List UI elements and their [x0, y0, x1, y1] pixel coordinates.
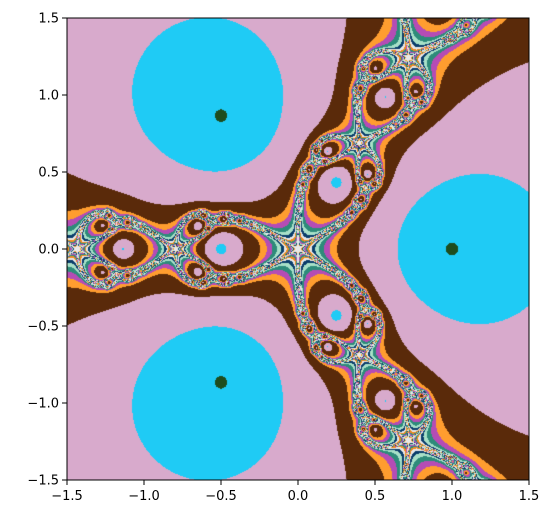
y-tick-label: 1.5 [38, 12, 59, 27]
x-tick-label: −0.5 [205, 489, 237, 504]
y-tick-label: −1.0 [27, 397, 59, 412]
plot-area [67, 18, 529, 480]
x-tick-label: 0.5 [365, 489, 386, 504]
x-tick-label: −1.5 [51, 489, 83, 504]
x-tick-label: 1.5 [519, 489, 540, 504]
y-tick-label: −1.5 [27, 474, 59, 489]
y-tick-label: −0.5 [27, 320, 59, 335]
y-tick-label: 0.5 [38, 166, 59, 181]
y-tick-label: 1.0 [38, 89, 59, 104]
x-tick-label: 1.0 [442, 489, 463, 504]
y-axis: 1.5 1.0 0.5 0.0 −0.5 −1.0 −1.5 [27, 12, 67, 489]
x-tick-label: −1.0 [128, 489, 160, 504]
fractal-heatmap [67, 18, 529, 480]
y-tick-label: 0.0 [38, 243, 59, 258]
x-tick-label: 0.0 [288, 489, 309, 504]
x-axis: −1.5 −1.0 −0.5 0.0 0.5 1.0 1.5 [51, 480, 539, 504]
